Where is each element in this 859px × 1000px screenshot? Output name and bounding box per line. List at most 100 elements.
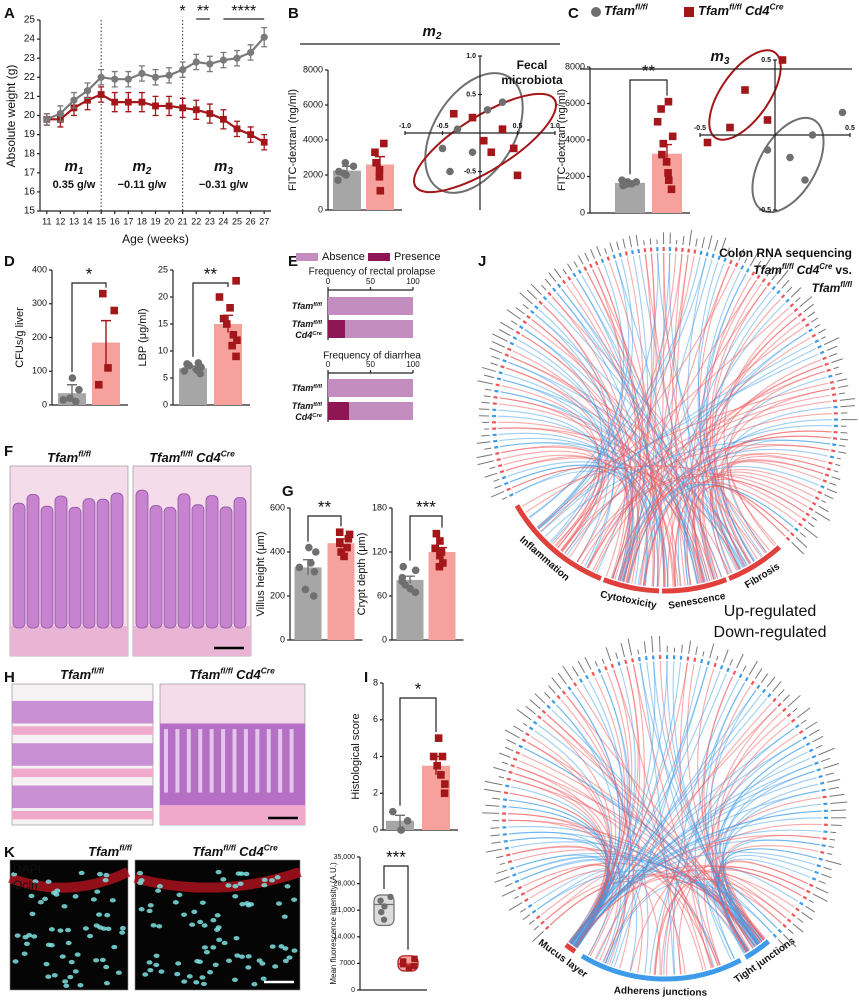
gene-label-mark [803, 303, 814, 313]
significance-stars: * [415, 679, 422, 698]
significance-bracket [71, 282, 107, 372]
point [72, 397, 80, 406]
y-tick-label: 0 [280, 634, 285, 644]
nucleus [239, 954, 246, 959]
gene-label-mark [605, 647, 612, 662]
gene-tick [751, 271, 756, 276]
chord [509, 792, 607, 944]
x-tick-label: 11 [42, 216, 51, 226]
gene-label-mark [484, 780, 503, 786]
chord [713, 874, 787, 953]
x-tick-label: -1.0 [399, 123, 411, 130]
gene-label-mark [829, 838, 836, 841]
gene-label-mark [498, 776, 505, 779]
ellipse [751, 116, 825, 214]
phase-rate: −0.31 g/w [199, 179, 249, 191]
gene-label-mark [817, 328, 826, 334]
gene-tick [589, 263, 593, 269]
nucleus [235, 871, 242, 876]
nucleus [225, 883, 232, 888]
villus [68, 506, 82, 629]
chord [535, 314, 616, 567]
nucleus [226, 958, 233, 963]
x-tick-label: 100 [406, 277, 420, 286]
gene-tick [816, 864, 821, 868]
chord [659, 661, 763, 943]
chord [613, 664, 702, 967]
y-axis-label: Absolute weight (g) [4, 65, 18, 168]
gene-label-mark [529, 699, 541, 709]
villus [110, 492, 124, 629]
category-label: Fibrosis [743, 561, 782, 591]
phase-subscript: 1 [78, 166, 84, 177]
y-tick-label: 0 [351, 987, 355, 994]
nucleus [189, 922, 196, 927]
point [432, 529, 441, 538]
gene-label-mark [562, 268, 567, 275]
gene-label-mark [807, 522, 815, 528]
legend-swatch [684, 7, 694, 17]
gene-tick [591, 671, 596, 677]
point [98, 289, 107, 298]
gene-tick [693, 657, 697, 662]
gene-label-mark [827, 852, 833, 856]
panel-letter: H [4, 669, 15, 686]
gene-tick [820, 484, 825, 489]
nucleus [31, 934, 38, 939]
nucleus [156, 883, 163, 889]
gene-name: Tfam [60, 667, 92, 682]
gene-label-mark [628, 235, 633, 248]
point [124, 98, 132, 106]
chord [576, 473, 808, 563]
gene-label-mark [795, 297, 801, 303]
gene-tick [583, 266, 588, 271]
chord [663, 739, 802, 975]
gene-name: Tfam [189, 667, 221, 682]
gene-tick [606, 256, 611, 261]
point [307, 559, 315, 567]
gene-tick [528, 726, 534, 731]
chord [539, 309, 634, 582]
nucleus [96, 871, 103, 877]
gene-tick [745, 268, 750, 273]
gene-tick [552, 287, 557, 292]
gene-tick [824, 362, 829, 366]
ocln-band [8, 867, 131, 893]
category-arc [564, 942, 577, 954]
category-arc [580, 953, 742, 982]
point [219, 314, 228, 323]
gene-tick [814, 496, 820, 501]
gene-label-mark [490, 834, 500, 837]
chord [722, 764, 813, 944]
gene-label-mark [496, 869, 508, 875]
gene-label-mark [604, 248, 608, 255]
point [343, 543, 351, 552]
gene-tick [522, 320, 528, 325]
gene-name: Tfam [604, 3, 636, 18]
category-arc [744, 939, 771, 960]
chord [684, 331, 808, 586]
chord [715, 876, 778, 944]
gene-label-mark [590, 249, 596, 259]
gene-label-mark [749, 252, 759, 267]
nucleus [237, 881, 244, 887]
chord [677, 290, 772, 587]
gene-tick [631, 658, 635, 663]
point [183, 360, 191, 368]
chord [710, 685, 765, 941]
gene-label-mark [812, 735, 824, 743]
chord [540, 342, 814, 533]
significance-stars: * [86, 264, 93, 283]
gene-tick [561, 690, 567, 695]
chord [594, 412, 832, 572]
point [376, 186, 385, 195]
muscle-band [160, 805, 305, 825]
y-tick-label: 180 [372, 502, 387, 512]
x-tick-label: 50 [366, 360, 375, 369]
gene-label-mark [755, 260, 762, 270]
gene-label-mark [481, 366, 496, 372]
x-tick-label: 18 [137, 216, 147, 226]
nucleus [199, 900, 206, 905]
gene-label-mark [830, 801, 848, 804]
nucleus [138, 907, 145, 912]
